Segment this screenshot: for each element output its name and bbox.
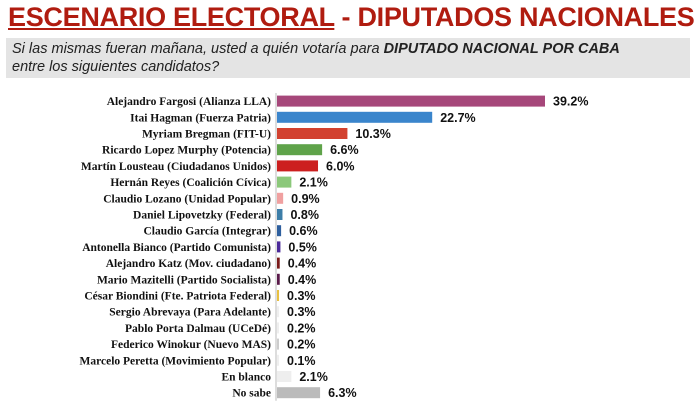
bar: [277, 128, 348, 139]
category-label: Alejandro Fargosi (Alianza LLA): [107, 96, 271, 108]
category-label: Ricardo Lopez Murphy (Potencia): [102, 145, 271, 157]
bar: [277, 160, 319, 172]
question-pre: Si las mismas fueran mañana, usted a qui…: [12, 41, 384, 57]
bar: [277, 144, 323, 156]
value-label: 6.3%: [328, 386, 357, 400]
value-label: 0.2%: [287, 338, 316, 352]
category-label: Alejandro Katz (Mov. ciudadano): [106, 258, 271, 270]
category-label: Martín Lousteau (Ciudadanos Unidos): [81, 161, 271, 173]
value-label: 0.1%: [287, 354, 316, 368]
value-label: 39.2%: [553, 95, 588, 109]
category-label: Itai Hagman (Fuerza Patria): [130, 112, 271, 124]
category-label: No sabe: [232, 388, 271, 400]
value-label: 2.1%: [299, 176, 328, 190]
bar: [277, 257, 280, 269]
category-label: Sergio Abrevaya (Para Adelante): [109, 307, 271, 319]
question-post: entre los siguientes candidatos?: [12, 59, 220, 75]
value-label: 0.9%: [291, 192, 320, 206]
value-label: 0.5%: [288, 240, 317, 254]
bar: [277, 338, 279, 350]
category-label: Claudio Lozano (Unidad Popular): [103, 193, 271, 205]
bar: [277, 111, 433, 123]
bar: [277, 209, 283, 220]
title-rest: - DIPUTADOS NACIONALES: [334, 2, 695, 32]
category-label: En blanco: [221, 372, 271, 384]
question-bold: DIPUTADO NACIONAL POR CABA: [383, 41, 620, 57]
bar: [277, 371, 292, 382]
value-label: 6.6%: [330, 143, 359, 157]
value-label: 0.2%: [287, 321, 316, 335]
value-label: 0.4%: [288, 257, 317, 271]
value-label: 10.3%: [355, 127, 390, 141]
category-label: Mario Mazitelli (Partido Socialista): [97, 274, 271, 286]
category-label: Federico Winokur (Nuevo MAS): [111, 339, 271, 351]
question-box: Si las mismas fueran mañana, usted a qui…: [6, 38, 690, 78]
value-label: 6.0%: [326, 159, 355, 173]
value-label: 22.7%: [440, 111, 475, 125]
category-label: César Biondini (Fte. Patriota Federal): [84, 291, 271, 303]
title-main: ESCENARIO ELECTORAL: [8, 2, 335, 32]
category-label: Pablo Porta Dalmau (UCeDé): [125, 323, 271, 335]
bar: [277, 322, 279, 334]
value-label: 2.1%: [299, 370, 328, 384]
chart-title: ESCENARIO ELECTORAL - DIPUTADOS NACIONAL…: [8, 2, 695, 33]
bar: [277, 176, 292, 188]
category-label: Antonella Bianco (Partido Comunista): [82, 242, 271, 254]
bar: [277, 354, 279, 366]
category-label: Hernán Reyes (Coalición Cívica): [110, 177, 271, 189]
bar: [277, 306, 280, 318]
category-label: Myriam Bregman (FIT-U): [142, 129, 271, 141]
bar: [277, 95, 545, 107]
value-label: 0.3%: [287, 305, 316, 319]
bar: [277, 387, 321, 399]
category-label: Daniel Lipovetzky (Federal): [133, 210, 271, 222]
value-label: 0.4%: [288, 273, 317, 287]
bar: [277, 225, 282, 237]
bar: [277, 290, 280, 301]
bar: [277, 241, 281, 253]
bar: [277, 192, 284, 204]
value-label: 0.8%: [290, 208, 319, 222]
bar: [277, 273, 280, 285]
value-label: 0.3%: [287, 289, 316, 303]
value-label: 0.6%: [289, 224, 318, 238]
category-label: Claudio García (Integrar): [143, 226, 271, 238]
category-label: Marcelo Peretta (Movimiento Popular): [80, 355, 272, 367]
